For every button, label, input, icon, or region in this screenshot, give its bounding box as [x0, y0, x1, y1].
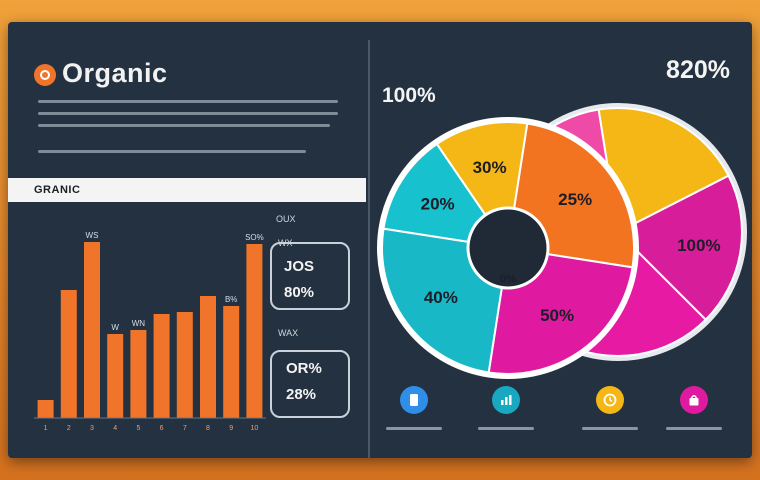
- bar-10: [246, 244, 263, 418]
- right-pie-header-value: 820%: [666, 56, 730, 84]
- pie-charts: 100%40%60%30%25%50%40%20%0%: [377, 103, 747, 379]
- bar-annotation: WS: [86, 231, 99, 240]
- paragraph-line: [38, 112, 338, 115]
- section-banner: [8, 178, 366, 202]
- phone-icon: [400, 386, 428, 414]
- bar-tick-label: 10: [251, 425, 259, 432]
- bar-8: [200, 296, 216, 418]
- stat-box-1-top: JOS: [284, 258, 315, 275]
- bar-1: [37, 400, 54, 418]
- paragraph-line: [38, 150, 306, 153]
- right-pie-slice-label: 100%: [677, 236, 720, 255]
- bar-tick-label: 4: [113, 425, 117, 432]
- bar-annotation: W: [111, 323, 119, 332]
- bar-tick-label: 1: [44, 425, 48, 432]
- stat-label-1: OUX: [276, 214, 296, 224]
- stat-box-1-bottom: 80%: [284, 284, 315, 301]
- bar-tick-label: 3: [90, 425, 94, 432]
- stat-box-2: [270, 350, 350, 418]
- stat-box-1: [270, 242, 350, 310]
- left-pie-slice-label: 50%: [540, 306, 574, 325]
- left-pie-header-value: 100%: [382, 84, 436, 107]
- right-pie-slice-2: [616, 174, 743, 322]
- bag-icon: [680, 386, 708, 414]
- left-pie-inner-label: 0%: [500, 273, 516, 285]
- stat-label-3: WAX: [278, 328, 299, 338]
- clock-icon: [596, 386, 624, 414]
- brand-title: Organic: [62, 58, 168, 88]
- left-pie-slice-label: 40%: [424, 288, 458, 307]
- bar-2: [60, 290, 77, 418]
- icon-caption-line: [386, 427, 442, 430]
- bar-5: [130, 330, 147, 418]
- icon-caption-line: [666, 427, 722, 430]
- bar-4: [107, 334, 124, 418]
- panel-divider: [368, 40, 370, 458]
- icon-caption-line: [582, 427, 638, 430]
- bar-7: [176, 312, 193, 418]
- left-pie-slice-label: 30%: [473, 158, 507, 177]
- bar-tick-label: 7: [183, 425, 187, 432]
- right-pie-slice-1: [597, 107, 730, 234]
- left-pie-hub: [466, 206, 550, 290]
- paragraph-line: [38, 100, 338, 103]
- stat-box-2-top: OR%: [286, 360, 322, 377]
- bar-chart: 1 2 3 4 5 6 7 8 9 10 WS W WN B% SO%: [34, 231, 266, 432]
- left-pie-slice-label: 20%: [421, 195, 455, 214]
- bar-tick-label: 6: [160, 425, 164, 432]
- bar-tick-label: 5: [136, 425, 140, 432]
- logo-icon: [34, 64, 56, 86]
- bar-tick-label: 8: [206, 425, 210, 432]
- bar-annotation: B%: [225, 295, 237, 304]
- left-pie-slice-label: 25%: [558, 190, 592, 209]
- paragraph-line: [38, 124, 330, 127]
- dashboard-board: Organic GRANIC 1 2 3 4 5 6 7 8 9 10 WS W WN B% SO% OUX…: [8, 22, 752, 458]
- bar-3: [84, 242, 100, 418]
- bar-6: [153, 314, 170, 418]
- bar-tick-label: 9: [229, 425, 233, 432]
- chart-icon: [492, 386, 520, 414]
- bar-9: [223, 306, 240, 418]
- stat-box-2-bottom: 28%: [286, 386, 317, 403]
- bar-tick-label: 2: [67, 425, 71, 432]
- bar-annotation: SO%: [245, 233, 264, 242]
- bar-annotation: WN: [132, 319, 146, 328]
- icon-caption-line: [478, 427, 534, 430]
- section-banner-label: GRANIC: [34, 184, 81, 196]
